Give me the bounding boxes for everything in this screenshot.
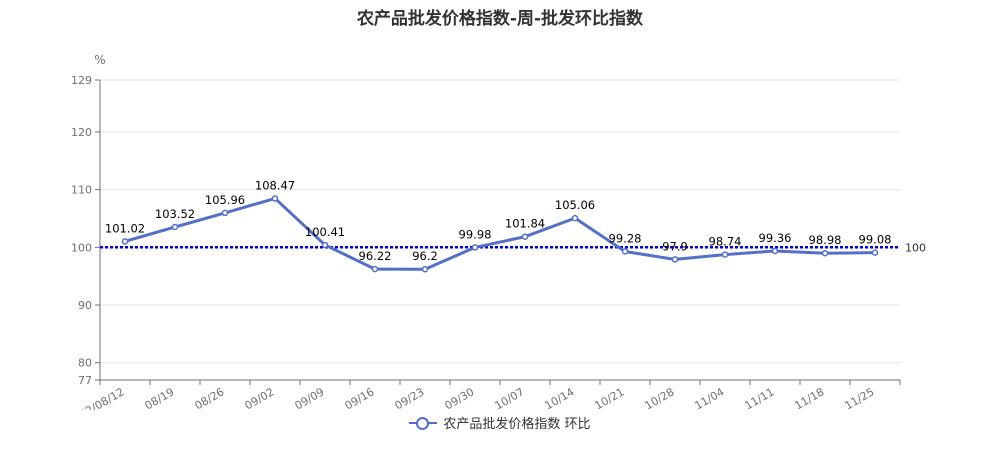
legend[interactable]: 农产品批发价格指数 环比 bbox=[0, 413, 1000, 434]
data-label: 108.47 bbox=[255, 178, 295, 192]
data-label: 105.06 bbox=[555, 198, 595, 212]
series-group bbox=[121, 195, 879, 273]
x-tick-label: 09/16 bbox=[343, 385, 377, 410]
data-label: 98.98 bbox=[809, 233, 842, 247]
data-label: 99.36 bbox=[759, 231, 792, 245]
data-label: 99.28 bbox=[609, 231, 642, 245]
grid-lines bbox=[100, 79, 900, 364]
data-label: 100.41 bbox=[305, 225, 345, 239]
data-label: 96.22 bbox=[359, 249, 392, 263]
x-tick-label: 10/28 bbox=[643, 385, 677, 410]
data-label: 96.2 bbox=[412, 249, 438, 263]
x-tick-label: 10/21 bbox=[593, 385, 627, 410]
x-tick-label: 11/18 bbox=[793, 385, 827, 410]
x-tick-label: 11/25 bbox=[843, 385, 877, 410]
data-label: 97.9 bbox=[662, 239, 688, 253]
reference-line-group: 100 bbox=[100, 241, 926, 254]
x-tick-label: 10/14 bbox=[543, 385, 577, 410]
y-tick-label: 100 bbox=[71, 241, 92, 254]
x-tick-label: 11/04 bbox=[693, 385, 727, 410]
data-point bbox=[671, 256, 679, 263]
data-label: 98.74 bbox=[709, 235, 742, 249]
x-tick-label: 08/19 bbox=[143, 385, 177, 410]
data-point bbox=[321, 241, 329, 249]
x-tick-label: 08/26 bbox=[193, 385, 227, 410]
y-tick-label: 120 bbox=[71, 126, 92, 139]
data-label: 99.08 bbox=[859, 233, 892, 247]
y-tick-label: 90 bbox=[78, 299, 92, 312]
data-point bbox=[771, 247, 779, 255]
data-point bbox=[221, 209, 229, 217]
data-point bbox=[171, 223, 179, 231]
series-line bbox=[124, 196, 876, 271]
data-label: 101.84 bbox=[505, 217, 545, 231]
data-point bbox=[271, 195, 279, 202]
data-point bbox=[621, 248, 629, 255]
data-point bbox=[121, 238, 129, 245]
legend-line-icon bbox=[409, 416, 438, 430]
x-tick-label: 09/23 bbox=[393, 385, 427, 410]
data-point bbox=[371, 265, 379, 273]
x-tick-label: 10/07 bbox=[493, 385, 527, 410]
data-point bbox=[571, 214, 579, 222]
x-tick-label: 11/11 bbox=[743, 385, 777, 410]
data-point bbox=[421, 265, 429, 273]
axes bbox=[95, 79, 901, 385]
y-tick-label: 80 bbox=[78, 357, 92, 370]
data-point bbox=[471, 244, 479, 251]
data-point bbox=[821, 249, 829, 257]
data-label: 103.52 bbox=[155, 207, 195, 221]
legend-item[interactable]: 农产品批发价格指数 环比 bbox=[409, 413, 591, 432]
reference-line-label: 100 bbox=[905, 241, 926, 254]
y-axis-unit: % bbox=[94, 53, 105, 67]
y-tick-label: 129 bbox=[71, 74, 92, 87]
legend-label: 农产品批发价格指数 环比 bbox=[443, 417, 591, 432]
y-tick-label: 77 bbox=[78, 374, 92, 387]
x-tick-label: 09/30 bbox=[443, 385, 477, 410]
x-tick-label: 09/02 bbox=[243, 385, 277, 410]
line-chart: 77 80 90 100 110 120 129% 2022/08/12 08/19 08/26 0… bbox=[65, 53, 926, 410]
data-point bbox=[871, 249, 879, 256]
chart-title: 农产品批发价格指数-周-批发环比指数 bbox=[356, 9, 644, 29]
data-point bbox=[521, 233, 529, 240]
data-label: 99.98 bbox=[459, 227, 492, 241]
data-point bbox=[721, 251, 729, 258]
data-label: 101.02 bbox=[105, 221, 145, 235]
data-labels: 101.02 103.52 105.96 108.47 100.41 96.22 96.2 9… bbox=[105, 178, 892, 263]
data-label: 105.96 bbox=[205, 193, 245, 207]
x-tick-label: 2022/08/12 bbox=[65, 385, 126, 410]
x-tick-label: 09/09 bbox=[293, 385, 327, 410]
y-tick-label: 110 bbox=[71, 184, 92, 197]
